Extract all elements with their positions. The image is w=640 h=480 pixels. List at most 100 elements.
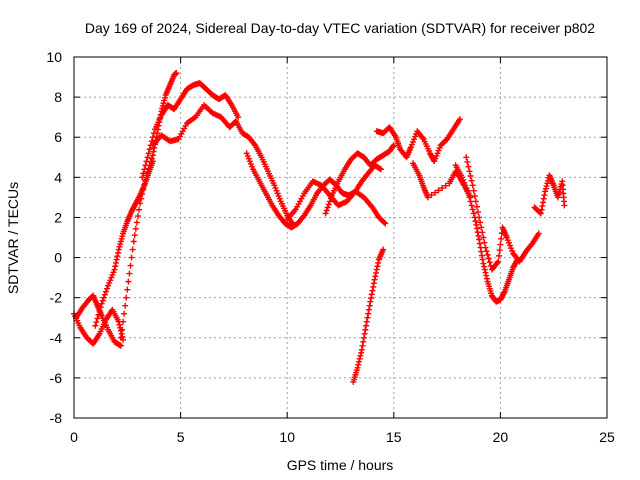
data-point <box>368 295 375 302</box>
data-point <box>326 198 333 205</box>
series-sat-b <box>73 292 124 349</box>
data-point <box>469 206 476 213</box>
data-point <box>496 247 503 254</box>
data-point <box>378 166 385 173</box>
data-point <box>540 199 547 206</box>
series-sat-j <box>350 246 387 385</box>
data-point <box>468 202 475 209</box>
data-point <box>373 266 380 273</box>
data-point <box>327 195 334 202</box>
data-point <box>140 186 147 193</box>
data-point <box>101 291 108 298</box>
data-point <box>131 232 138 239</box>
data-point <box>141 181 148 188</box>
data-point <box>539 203 546 210</box>
y-tick-label: 2 <box>54 209 62 225</box>
data-point <box>470 187 477 194</box>
data-point <box>371 276 378 283</box>
data-point <box>483 275 490 282</box>
data-point <box>424 194 431 201</box>
x-axis-label: GPS time / hours <box>287 457 394 473</box>
data-point <box>142 162 149 169</box>
data-point <box>442 182 449 189</box>
data-point <box>149 152 156 159</box>
data-point <box>325 201 332 208</box>
data-point <box>478 248 485 255</box>
data-point <box>132 225 139 232</box>
data-point <box>122 302 129 309</box>
data-point <box>356 355 363 362</box>
data-point <box>432 189 439 196</box>
data-point <box>360 334 367 341</box>
x-tick-label: 20 <box>493 429 509 445</box>
series-sat-m <box>452 162 521 305</box>
data-point <box>128 254 135 261</box>
data-point <box>476 240 483 247</box>
data-point <box>473 221 480 228</box>
data-point <box>485 255 492 262</box>
y-axis-label: SDTVAR / TECUs <box>5 182 21 294</box>
data-point <box>439 185 446 192</box>
data-point <box>361 330 368 337</box>
series-sat-d <box>117 70 180 341</box>
data-point <box>136 206 143 213</box>
series-sat-e <box>139 80 242 181</box>
series-sat-n <box>463 154 542 273</box>
data-point <box>146 146 153 153</box>
series-sat-o <box>531 172 568 217</box>
data-point <box>473 225 480 232</box>
data-point <box>497 241 504 248</box>
data-point <box>483 248 490 255</box>
data-point <box>93 319 100 326</box>
data-point <box>498 235 505 242</box>
y-tick-label: -6 <box>50 370 63 386</box>
data-point <box>369 287 376 294</box>
data-point <box>355 361 362 368</box>
data-points <box>71 70 568 385</box>
data-point <box>104 285 111 292</box>
data-point <box>359 342 366 349</box>
data-point <box>472 218 479 225</box>
data-point <box>475 209 482 216</box>
data-point <box>142 177 149 184</box>
data-point <box>114 253 121 260</box>
data-point <box>130 238 137 245</box>
data-point <box>117 334 124 341</box>
data-point <box>141 166 148 173</box>
data-point <box>117 342 124 349</box>
chart-title: Day 169 of 2024, Sidereal Day-to-day VTE… <box>85 20 595 36</box>
data-point <box>370 280 377 287</box>
series-sat-k <box>373 116 463 165</box>
data-point <box>367 298 374 305</box>
data-point <box>480 260 487 267</box>
data-point <box>121 310 128 317</box>
data-point <box>125 278 132 285</box>
x-tick-label: 25 <box>599 429 615 445</box>
data-point <box>486 259 493 266</box>
data-point <box>473 203 480 210</box>
data-point <box>118 326 125 333</box>
series-sat-i <box>322 142 397 217</box>
data-point <box>144 154 151 161</box>
data-point <box>138 195 145 202</box>
x-tick-label: 15 <box>386 429 402 445</box>
data-point <box>372 273 379 280</box>
data-point <box>357 352 364 359</box>
data-point <box>100 294 107 301</box>
data-point <box>117 327 124 334</box>
data-point <box>381 219 388 226</box>
data-point <box>149 134 156 141</box>
y-tick-label: -8 <box>50 410 63 426</box>
data-point <box>465 163 472 170</box>
data-point <box>428 192 435 199</box>
y-tick-label: 10 <box>46 49 62 65</box>
y-tick-label: 0 <box>54 250 62 266</box>
data-point <box>477 219 484 226</box>
data-point <box>481 263 488 270</box>
series-sat-g <box>243 150 385 231</box>
data-point <box>150 148 157 155</box>
data-point <box>466 168 473 175</box>
data-point <box>115 249 122 256</box>
data-point <box>99 297 106 304</box>
data-point <box>112 259 119 266</box>
